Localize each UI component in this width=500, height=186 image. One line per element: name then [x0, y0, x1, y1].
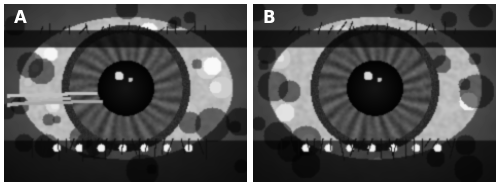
Text: A: A [14, 9, 26, 27]
Text: B: B [262, 9, 276, 27]
